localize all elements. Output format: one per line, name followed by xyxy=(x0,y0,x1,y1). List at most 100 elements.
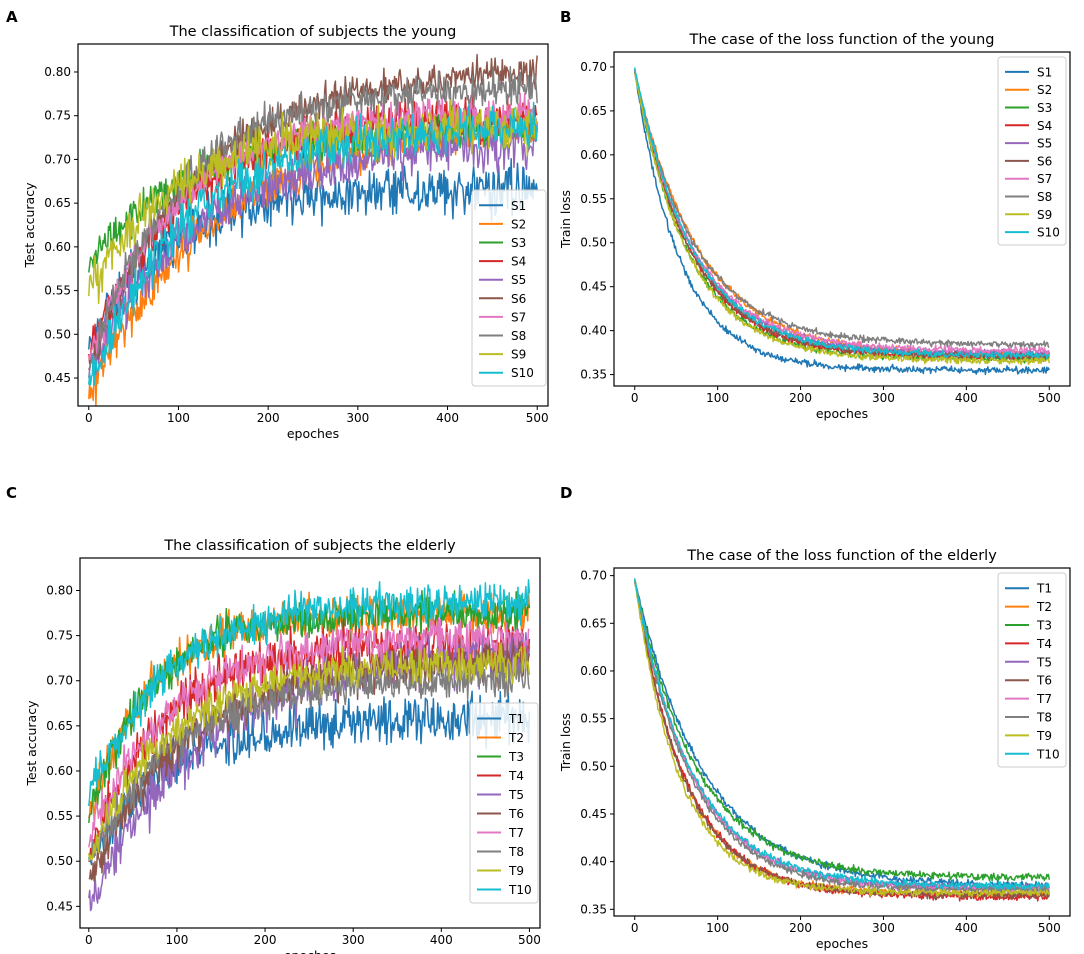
legend-label-s4: S4 xyxy=(511,255,526,269)
y-tick-label: 0.60 xyxy=(46,764,73,778)
series-line-t2 xyxy=(633,581,1051,899)
legend: S1 S2 S3 S4 S5 S6 S7 S8 S9 S10 xyxy=(997,56,1067,246)
y-tick-label: 0.50 xyxy=(580,759,607,773)
series-line-t5 xyxy=(633,580,1050,893)
legend: S1 S2 S3 S4 S5 S6 S7 S8 S9 S10 xyxy=(471,189,547,387)
legend-label-t5: T5 xyxy=(508,788,524,802)
y-axis-label: Train loss xyxy=(558,713,573,772)
chart-title: The classification of subjects the young xyxy=(169,24,457,40)
x-tick-label: 0 xyxy=(85,411,93,425)
x-axis-label: epoches xyxy=(816,936,868,951)
y-tick-label: 0.65 xyxy=(580,104,607,118)
series-line-t10 xyxy=(88,579,531,807)
y-tick-label: 0.75 xyxy=(46,629,73,643)
panel-letter-c: C xyxy=(6,484,18,502)
series-line-t9 xyxy=(633,579,1051,898)
panel-letter-d: D xyxy=(560,484,573,502)
legend-label-t8: T8 xyxy=(1036,711,1052,725)
x-tick-label: 200 xyxy=(789,921,812,935)
legend: T1 T2 T3 T4 T5 T6 T7 T8 T9 T10 xyxy=(997,572,1067,768)
x-tick-label: 200 xyxy=(257,411,280,425)
x-tick-label: 400 xyxy=(430,933,453,947)
legend-label-s7: S7 xyxy=(511,310,526,324)
y-tick-label: 0.55 xyxy=(580,192,607,206)
x-tick-label: 500 xyxy=(1038,921,1061,935)
y-tick-label: 0.35 xyxy=(580,368,607,382)
panel-letter-a: A xyxy=(6,8,18,26)
series-line-t10 xyxy=(633,578,1051,891)
y-tick-label: 0.70 xyxy=(580,569,607,583)
legend-label-s9: S9 xyxy=(511,348,526,362)
y-tick-label: 0.65 xyxy=(46,719,73,733)
y-tick-label: 0.50 xyxy=(46,854,73,868)
x-tick-label: 400 xyxy=(436,411,459,425)
legend-label-s10: S10 xyxy=(511,366,534,380)
x-tick-label: 200 xyxy=(254,933,277,947)
legend-label-t6: T6 xyxy=(508,807,524,821)
series-line-s6 xyxy=(633,72,1051,362)
y-tick-label: 0.60 xyxy=(580,148,607,162)
x-axis-label: epoches xyxy=(284,948,336,954)
y-tick-label: 0.40 xyxy=(580,855,607,869)
legend-label-t4: T4 xyxy=(508,769,524,783)
y-tick-label: 0.45 xyxy=(580,807,607,821)
x-tick-label: 500 xyxy=(526,411,549,425)
legend-label-t9: T9 xyxy=(508,864,524,878)
x-tick-label: 400 xyxy=(955,391,978,405)
legend-label-s1: S1 xyxy=(1037,65,1052,79)
x-tick-label: 100 xyxy=(706,921,729,935)
legend-label-t1: T1 xyxy=(1036,582,1052,596)
y-tick-label: 0.40 xyxy=(580,324,607,338)
chart-title: The classification of subjects the elder… xyxy=(163,538,456,554)
x-axis-label: epoches xyxy=(287,426,339,441)
y-tick-label: 0.50 xyxy=(44,327,71,341)
series-line-s8 xyxy=(633,71,1050,349)
legend-label-s2: S2 xyxy=(1037,83,1052,97)
y-tick-label: 0.70 xyxy=(580,60,607,74)
legend-label-s6: S6 xyxy=(511,292,526,306)
series-line-s9 xyxy=(633,72,1051,366)
legend-label-s9: S9 xyxy=(1037,208,1052,222)
legend-label-s6: S6 xyxy=(1037,154,1052,168)
chart-title: The case of the loss function of the you… xyxy=(689,32,995,48)
x-tick-label: 100 xyxy=(706,391,729,405)
legend-label-t2: T2 xyxy=(508,731,524,745)
axes-frame xyxy=(613,51,1071,387)
legend-label-t1: T1 xyxy=(508,712,524,726)
series-line-s5 xyxy=(88,120,538,378)
x-tick-label: 200 xyxy=(789,391,812,405)
y-tick-label: 0.75 xyxy=(44,109,71,123)
axes-frame xyxy=(613,567,1071,917)
legend-label-s4: S4 xyxy=(1037,119,1052,133)
panel-letter-b: B xyxy=(560,8,572,26)
series-line-s8 xyxy=(88,66,538,370)
series-line-t7 xyxy=(633,581,1051,894)
y-tick-label: 0.60 xyxy=(580,664,607,678)
series-line-s1 xyxy=(633,69,1050,376)
series-line-t6 xyxy=(633,578,1051,901)
legend-label-s5: S5 xyxy=(1037,137,1052,151)
legend-label-s1: S1 xyxy=(511,199,526,213)
x-tick-label: 300 xyxy=(342,933,365,947)
legend-label-t6: T6 xyxy=(1036,674,1052,688)
y-tick-label: 0.45 xyxy=(580,280,607,294)
legend-label-t8: T8 xyxy=(508,845,524,859)
y-tick-label: 0.55 xyxy=(46,809,73,823)
x-tick-label: 300 xyxy=(872,921,895,935)
legend-label-s10: S10 xyxy=(1037,226,1060,240)
y-tick-label: 0.45 xyxy=(44,371,71,385)
series-line-t3 xyxy=(634,580,1051,882)
legend-label-s8: S8 xyxy=(511,329,526,343)
plot-area xyxy=(633,67,1051,376)
series-line-t7 xyxy=(88,617,530,848)
legend-label-t3: T3 xyxy=(508,750,524,764)
legend-label-s7: S7 xyxy=(1037,172,1052,186)
x-tick-label: 0 xyxy=(631,921,639,935)
legend-label-t5: T5 xyxy=(1036,655,1052,669)
y-tick-label: 0.70 xyxy=(46,674,73,688)
legend-label-t7: T7 xyxy=(508,826,524,840)
plot-area xyxy=(88,53,538,406)
